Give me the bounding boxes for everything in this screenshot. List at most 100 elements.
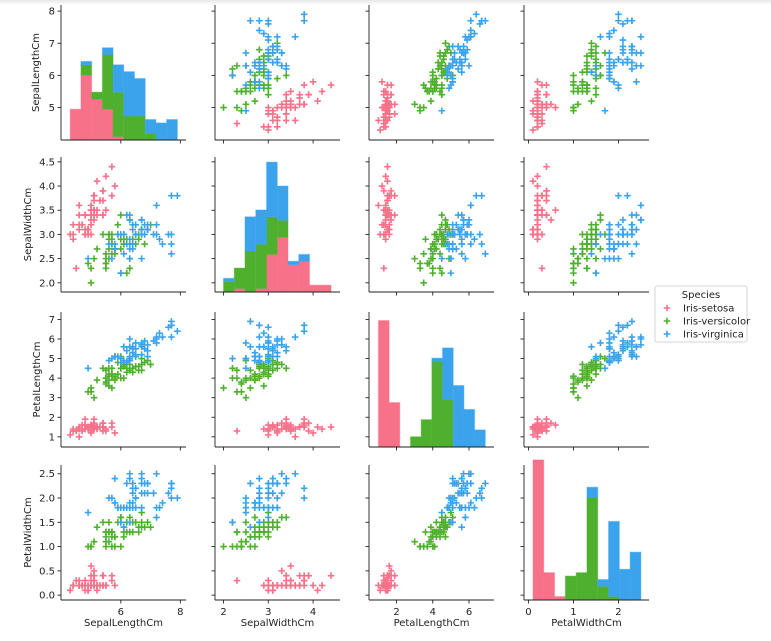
data-point-Iris-versicolor xyxy=(90,538,98,546)
data-point-Iris-versicolor xyxy=(256,46,263,53)
x-axis-label: SepalWidthCm xyxy=(241,618,315,629)
data-point-Iris-versicolor xyxy=(247,88,254,95)
data-point-Iris-versicolor xyxy=(570,81,577,89)
data-point-Iris-virginica xyxy=(472,192,480,200)
data-point-Iris-virginica xyxy=(606,335,613,343)
data-point-Iris-versicolor xyxy=(135,523,142,531)
data-point-Iris-virginica xyxy=(460,216,467,224)
data-point-Iris-virginica xyxy=(242,355,250,362)
y-tick-label: 8 xyxy=(49,7,55,18)
data-point-Iris-versicolor xyxy=(220,384,227,392)
data-point-Iris-virginica xyxy=(138,255,145,262)
data-point-Iris-virginica xyxy=(467,27,475,34)
data-point-Iris-setosa xyxy=(108,163,116,170)
data-point-Iris-setosa xyxy=(282,110,290,118)
data-point-Iris-virginica xyxy=(628,337,636,345)
data-point-Iris-setosa xyxy=(384,572,391,580)
data-point-Iris-virginica xyxy=(449,75,456,82)
y-tick-label: 2.5 xyxy=(39,254,55,265)
data-point-Iris-setosa xyxy=(269,423,277,431)
data-point-Iris-virginica xyxy=(168,494,175,502)
data-point-Iris-virginica xyxy=(265,514,272,521)
data-point-Iris-virginica xyxy=(449,519,456,526)
data-point-Iris-setosa xyxy=(111,582,119,589)
data-point-Iris-virginica xyxy=(144,347,151,355)
data-point-Iris-virginica xyxy=(300,17,308,25)
data-point-Iris-setosa xyxy=(529,107,537,115)
data-point-Iris-setosa xyxy=(300,572,308,580)
data-point-Iris-virginica xyxy=(482,250,489,258)
data-point-Iris-setosa xyxy=(534,216,541,224)
data-point-Iris-virginica xyxy=(460,49,467,57)
data-point-Iris-versicolor xyxy=(434,65,442,73)
data-point-Iris-setosa xyxy=(72,264,80,272)
data-point-Iris-virginica xyxy=(174,327,181,335)
data-point-Iris-versicolor xyxy=(242,538,250,546)
data-point-Iris-virginica xyxy=(105,357,113,364)
data-point-Iris-setosa xyxy=(552,206,559,214)
data-point-Iris-setosa xyxy=(287,88,295,95)
histogram-bar-Iris-setosa xyxy=(298,260,311,293)
data-point-Iris-setosa xyxy=(75,211,83,219)
histogram-bar-Iris-setosa xyxy=(388,401,401,448)
data-point-Iris-virginica xyxy=(156,235,163,243)
data-point-Iris-virginica xyxy=(242,62,250,70)
data-point-Iris-setosa xyxy=(543,415,550,423)
data-point-Iris-virginica xyxy=(610,27,618,34)
histogram-bar-Iris-virginica xyxy=(618,568,631,601)
data-point-Iris-virginica xyxy=(111,499,119,507)
data-point-Iris-virginica xyxy=(144,489,151,497)
data-point-Iris-virginica xyxy=(482,480,489,487)
data-point-Iris-virginica xyxy=(606,49,613,57)
data-point-Iris-virginica xyxy=(269,43,277,50)
data-point-Iris-virginica xyxy=(153,221,160,229)
data-point-Iris-versicolor xyxy=(570,72,577,79)
y-axis-label: SepalWidthCm xyxy=(23,188,34,262)
data-point-Iris-versicolor xyxy=(431,81,438,89)
data-point-Iris-versicolor xyxy=(592,370,600,378)
data-point-Iris-setosa xyxy=(309,78,317,86)
data-point-Iris-virginica xyxy=(300,322,308,329)
data-point-Iris-setosa xyxy=(90,415,98,423)
data-point-Iris-versicolor xyxy=(429,68,437,76)
data-point-Iris-virginica xyxy=(476,231,484,238)
data-point-Iris-virginica xyxy=(628,17,636,25)
data-point-Iris-setosa xyxy=(102,206,110,214)
histogram-bar-Iris-virginica xyxy=(80,60,93,66)
data-point-Iris-virginica xyxy=(260,329,268,337)
data-point-Iris-versicolor xyxy=(117,245,125,253)
data-point-Iris-virginica xyxy=(105,494,113,502)
histogram-bar-Iris-virginica xyxy=(265,161,278,218)
data-point-Iris-versicolor xyxy=(588,97,595,105)
data-point-Iris-setosa xyxy=(81,415,89,423)
data-point-Iris-setosa xyxy=(269,586,277,594)
data-point-Iris-setosa xyxy=(382,173,389,180)
data-point-Iris-versicolor xyxy=(90,394,98,401)
data-point-Iris-setosa xyxy=(233,427,241,435)
data-point-Iris-versicolor xyxy=(436,52,444,60)
data-point-Iris-virginica xyxy=(637,216,645,224)
data-point-Iris-virginica xyxy=(610,255,618,262)
data-point-Iris-versicolor xyxy=(592,91,600,98)
histogram-bar-Iris-versicolor xyxy=(144,132,157,141)
data-point-Iris-virginica xyxy=(144,341,151,349)
data-point-Iris-setosa xyxy=(282,117,290,124)
data-point-Iris-versicolor xyxy=(260,368,268,376)
data-point-Iris-versicolor xyxy=(588,231,595,238)
data-point-Iris-setosa xyxy=(309,582,317,589)
data-point-Iris-setosa xyxy=(87,231,95,238)
data-point-Iris-virginica xyxy=(153,504,160,512)
data-point-Iris-virginica xyxy=(153,202,160,209)
data-point-Iris-virginica xyxy=(247,480,254,487)
data-point-Iris-versicolor xyxy=(242,528,250,536)
data-point-Iris-virginica xyxy=(606,329,613,337)
data-point-Iris-versicolor xyxy=(108,543,116,550)
histogram-bar-Iris-setosa xyxy=(69,108,82,141)
data-point-Iris-versicolor xyxy=(87,264,95,272)
data-point-Iris-virginica xyxy=(615,84,622,92)
data-point-Iris-setosa xyxy=(314,97,321,105)
data-point-Iris-versicolor xyxy=(570,372,577,380)
data-point-Iris-setosa xyxy=(291,433,299,441)
y-tick-label: 3.0 xyxy=(39,230,55,241)
data-point-Iris-virginica xyxy=(606,231,613,238)
